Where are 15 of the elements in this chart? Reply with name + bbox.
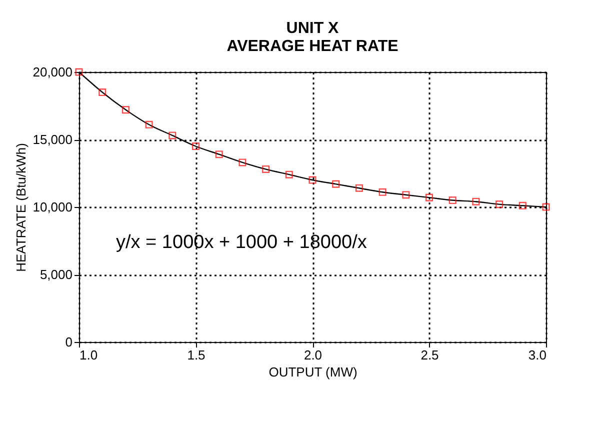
text: AVERAGE HEAT RATE <box>226 38 398 55</box>
y-tick-label: 15,000 <box>32 132 72 147</box>
text: UNIT X <box>286 20 339 37</box>
x-tick-label: 1.5 <box>187 348 206 362</box>
y-tick-label: 10,000 <box>32 200 72 214</box>
y-tick-label: 0 <box>65 334 72 350</box>
y-tick-label: 5,000 <box>40 267 72 282</box>
y-tick-label: 20,000 <box>32 64 72 80</box>
annotation: y/x = 1000x + 1000 + 18000/x <box>116 232 368 253</box>
y-axis-title: HEATRATE (Btu/kWh) <box>14 143 29 272</box>
x-tick-label: 1.0 <box>80 348 98 362</box>
x-axis-title: OUTPUT (MW) <box>268 364 358 380</box>
x-tick-label: 2.5 <box>420 348 439 362</box>
x-tick-label: 3.0 <box>528 348 546 362</box>
x-tick-label: 2.0 <box>304 348 322 362</box>
